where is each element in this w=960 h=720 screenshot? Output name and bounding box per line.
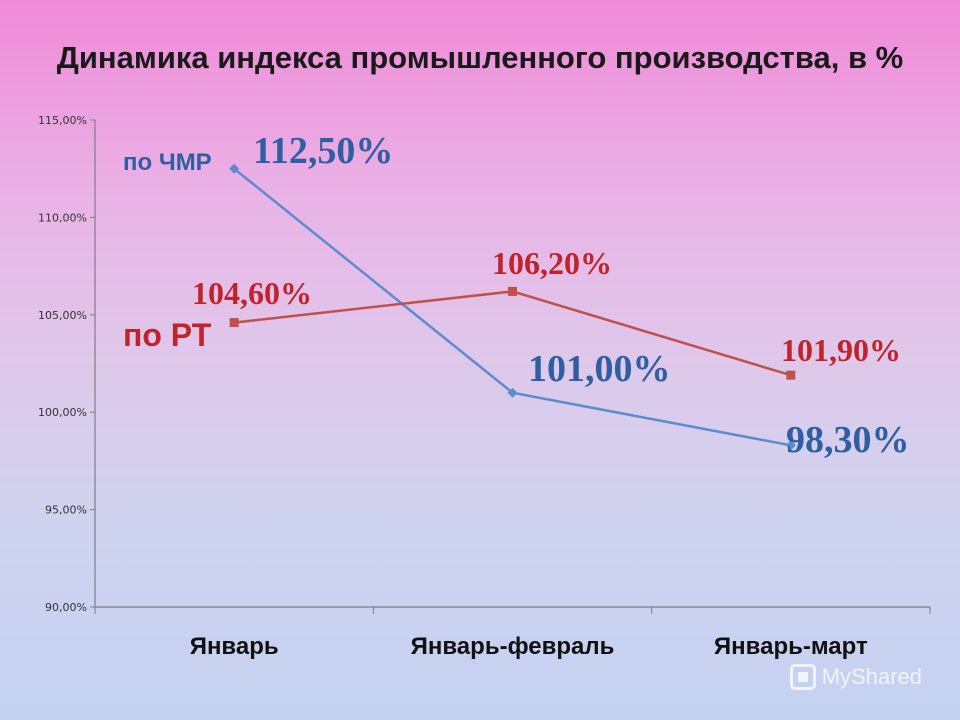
page-title: Динамика индекса промышленного производс…: [56, 40, 904, 75]
x-tick-label: Январь: [190, 633, 279, 660]
y-tick-label: 100,00%: [38, 406, 87, 419]
y-tick-label: 95,00%: [45, 504, 87, 517]
watermark-text: MyShared: [821, 664, 922, 689]
data-point: [786, 370, 796, 380]
y-tick-label: 115,00%: [38, 114, 87, 127]
y-tick-label: 105,00%: [38, 309, 87, 322]
myshared-logo-icon: [789, 664, 816, 690]
data-label: 112,50%: [253, 130, 393, 172]
series-line-rt: [234, 290, 792, 377]
y-tick-label: 110,00%: [38, 211, 87, 224]
data-point: [785, 440, 796, 451]
series-line-chmr: [233, 167, 792, 447]
data-label: 101,00%: [528, 348, 671, 390]
data-label: 101,90%: [781, 332, 901, 368]
data-point: [229, 163, 240, 174]
x-tick-label: Январь-февраль: [411, 633, 615, 660]
data-label: 106,20%: [492, 245, 612, 281]
x-tick-label: Январь-март: [714, 633, 868, 660]
data-label: 98,30%: [786, 419, 910, 461]
data-label: 104,60%: [192, 275, 312, 311]
series-label-rt: по РТ: [123, 317, 212, 353]
data-point: [507, 387, 518, 398]
data-point: [229, 318, 239, 328]
data-point: [508, 286, 517, 296]
series-label-chmr: по ЧМР: [123, 149, 212, 176]
watermark: MyShared: [789, 664, 922, 690]
y-tick-label: 90,00%: [45, 601, 87, 614]
